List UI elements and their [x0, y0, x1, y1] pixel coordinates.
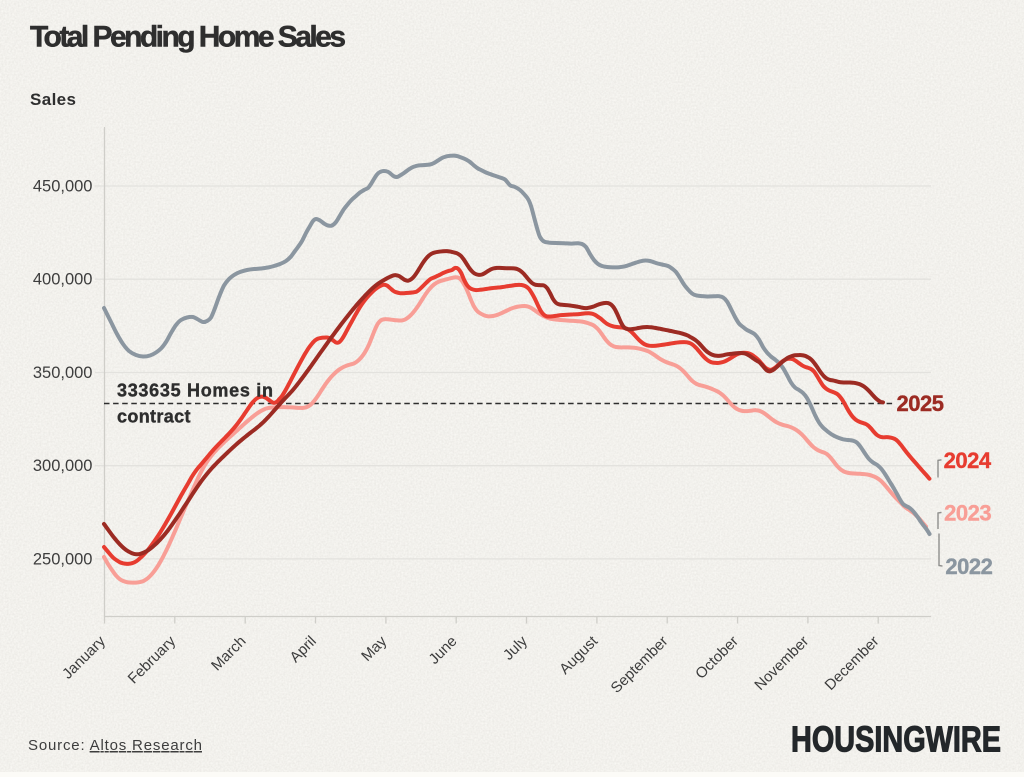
svg-text:250,000: 250,000: [33, 550, 93, 568]
svg-text:Source: Altos Research: Source: Altos Research: [28, 737, 202, 754]
svg-text:2022: 2022: [945, 554, 993, 579]
svg-text:2025: 2025: [897, 391, 945, 416]
svg-text:Sales: Sales: [30, 90, 76, 109]
svg-text:400,000: 400,000: [33, 271, 93, 289]
svg-text:2023: 2023: [944, 501, 992, 526]
svg-text:contract: contract: [117, 407, 191, 427]
svg-text:300,000: 300,000: [33, 457, 93, 475]
svg-text:HOUSINGWIRE: HOUSINGWIRE: [791, 719, 1001, 760]
svg-text:Total Pending Home Sales: Total Pending Home Sales: [30, 21, 346, 54]
svg-text:350,000: 350,000: [33, 364, 93, 382]
svg-text:333635 Homes in: 333635 Homes in: [117, 381, 273, 401]
svg-text:450,000: 450,000: [33, 178, 93, 196]
svg-text:2024: 2024: [944, 448, 992, 473]
